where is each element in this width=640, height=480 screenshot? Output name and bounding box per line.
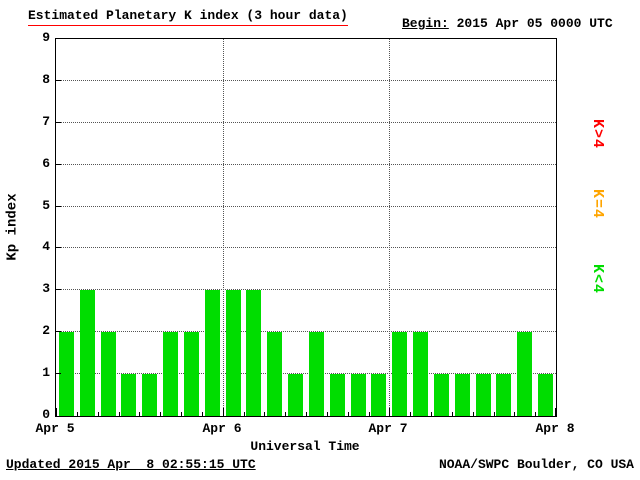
- x-axis-tick: [389, 408, 391, 416]
- y-tick-label: 0: [42, 407, 50, 422]
- gridline-horizontal: [56, 79, 556, 81]
- y-axis-tick: [56, 373, 61, 375]
- x-tick-label-apr6: Apr 6: [202, 421, 242, 436]
- plot-area: [55, 38, 557, 417]
- kp-bar: [496, 374, 512, 416]
- x-axis-tick: [514, 412, 516, 416]
- x-axis-tick: [160, 412, 162, 416]
- kp-bar: [475, 374, 491, 416]
- y-axis-tick: [56, 79, 61, 81]
- x-axis-tick: [118, 412, 120, 416]
- gridline-horizontal: [56, 163, 556, 165]
- x-axis-tick: [451, 412, 453, 416]
- y-tick-label: 6: [42, 155, 50, 171]
- kp-bar: [413, 332, 429, 416]
- kp-bar: [204, 290, 220, 416]
- kp-bar: [288, 374, 304, 416]
- x-tick-label-apr8: Apr 8: [535, 421, 575, 436]
- footer-source-credit: NOAA/SWPC Boulder, CO USA: [438, 457, 634, 472]
- y-axis-title-text: Kp index: [5, 192, 21, 261]
- x-axis-title: Universal Time: [250, 439, 360, 454]
- kp-bar: [58, 332, 74, 416]
- chart-title: Estimated Planetary K index (3 hour data…: [28, 8, 348, 26]
- kp-bar: [371, 374, 387, 416]
- x-axis-tick: [472, 412, 474, 416]
- x-axis-tick: [139, 412, 141, 416]
- x-axis-tick: [243, 412, 245, 416]
- x-tick-label-apr5: Apr 5: [35, 421, 75, 436]
- kp-bar: [246, 290, 262, 416]
- kp-bar: [267, 332, 283, 416]
- y-tick-label: 9: [42, 30, 50, 45]
- x-axis-tick: [56, 408, 57, 416]
- y-tick-label: 8: [42, 71, 50, 87]
- x-axis-tick: [201, 412, 203, 416]
- x-axis-tick: [347, 412, 349, 416]
- x-axis-tick: [431, 412, 432, 416]
- legend-item-k-gt-4: K>4: [589, 119, 606, 150]
- kp-bar: [538, 374, 554, 416]
- gridline-vertical: [389, 39, 391, 416]
- x-axis-tick: [306, 412, 307, 416]
- kp-bar: [517, 332, 533, 416]
- y-tick-label: 3: [42, 281, 50, 297]
- x-axis-tick: [555, 408, 556, 416]
- gridline-horizontal: [56, 331, 556, 333]
- kp-bar: [142, 374, 158, 416]
- gridline-horizontal: [56, 373, 556, 375]
- x-axis-tick: [326, 412, 328, 416]
- x-axis-tick: [76, 412, 78, 416]
- x-axis-tick: [535, 412, 537, 416]
- gridline-horizontal: [56, 205, 556, 207]
- y-tick-label: 7: [42, 113, 50, 129]
- kp-bar: [79, 290, 95, 416]
- kp-bar: [308, 332, 324, 416]
- y-axis-tick: [56, 121, 61, 123]
- gridline-vertical: [222, 39, 224, 416]
- x-axis-tick: [181, 412, 182, 416]
- y-tick-label: 5: [42, 197, 50, 213]
- y-tick-label: 1: [42, 365, 50, 381]
- begin-value: 2015 Apr 05 0000 UTC: [448, 16, 613, 31]
- y-axis-tick: [56, 163, 61, 165]
- x-axis-tick: [97, 412, 99, 416]
- kp-bar: [100, 332, 116, 416]
- legend-item-k-lt-4: K<4: [589, 264, 606, 295]
- y-axis-title: Kp index: [0, 38, 26, 415]
- y-tick-label: 2: [42, 323, 50, 339]
- begin-label: Begin:: [402, 16, 449, 31]
- x-axis-tick: [410, 412, 412, 416]
- kp-bar: [392, 332, 408, 416]
- kp-bar: [350, 374, 366, 416]
- x-axis-tick: [368, 412, 370, 416]
- y-axis-tick: [56, 331, 61, 333]
- gridline-horizontal: [56, 247, 556, 249]
- y-axis-tick: [56, 289, 61, 291]
- kp-bar: [433, 374, 449, 416]
- legend-item-k-eq-4: K=4: [589, 189, 606, 220]
- y-axis-tick: [56, 205, 61, 207]
- kp-bar: [121, 374, 137, 416]
- kp-bar: [225, 290, 241, 416]
- y-tick-label: 4: [42, 239, 50, 255]
- kp-bar: [454, 374, 470, 416]
- gridline-horizontal: [56, 121, 556, 123]
- gridline-horizontal: [56, 289, 556, 291]
- y-axis-tick: [56, 247, 61, 249]
- x-tick-label-apr7: Apr 7: [368, 421, 408, 436]
- footer-updated-timestamp: Updated 2015 Apr 8 02:55:15 UTC: [6, 457, 256, 472]
- x-axis-tick: [222, 408, 224, 416]
- x-axis-tick: [264, 412, 266, 416]
- begin-line: Begin: 2015 Apr 05 0000 UTC: [402, 16, 613, 31]
- x-axis-tick: [285, 412, 287, 416]
- kp-bar: [163, 332, 179, 416]
- x-axis-tick: [493, 412, 495, 416]
- kp-bar: [329, 374, 345, 416]
- kp-bar: [183, 332, 199, 416]
